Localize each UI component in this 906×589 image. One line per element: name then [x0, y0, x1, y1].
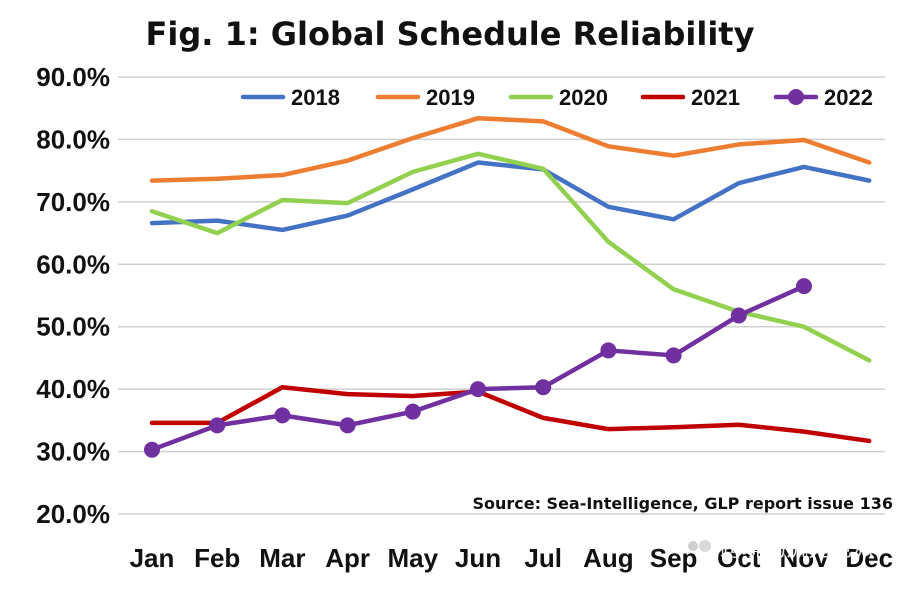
y-tick-label: 40.0% — [36, 374, 110, 404]
watermark: 跨境物流充电派 — [688, 537, 874, 562]
y-tick-label: 70.0% — [36, 187, 110, 217]
data-point-2022 — [730, 307, 747, 324]
data-point-2022 — [535, 379, 552, 396]
x-tick-label: Apr — [325, 543, 370, 573]
y-tick-label: 80.0% — [36, 124, 110, 154]
x-tick-label: Dec — [845, 543, 893, 573]
data-point-2022 — [600, 342, 617, 359]
y-tick-label: 90.0% — [36, 62, 110, 92]
data-point-2022 — [209, 417, 226, 434]
chart-title: Fig. 1: Global Schedule Reliability — [146, 15, 755, 53]
y-tick-label: 30.0% — [36, 437, 110, 467]
series-line-2018 — [149, 160, 872, 233]
series-lines — [144, 115, 872, 458]
series-line-2019 — [149, 115, 872, 183]
data-point-2022 — [144, 441, 160, 458]
data-point-2022 — [665, 347, 682, 364]
x-axis: Jan Feb Mar Apr May Jun Jul Aug Sep Oct Nov Dec — [130, 543, 893, 573]
x-tick-label: May — [388, 543, 439, 573]
data-point-2022 — [404, 403, 421, 420]
x-tick-label: Jul — [524, 543, 562, 573]
x-tick-label: Mar — [259, 543, 305, 573]
legend-label-2019: 2019 — [426, 85, 475, 110]
x-tick-label: Oct — [717, 543, 761, 573]
x-tick-label: Feb — [194, 543, 240, 573]
legend: 2018 2019 2020 2021 2022 — [240, 85, 873, 110]
x-tick-label: Nov — [779, 543, 829, 573]
x-tick-label: Jun — [455, 543, 501, 573]
series-line-2020 — [149, 151, 872, 363]
series-line-2021 — [149, 385, 872, 444]
y-tick-label: 60.0% — [36, 249, 110, 279]
legend-marker-2022 — [788, 89, 804, 105]
legend-label-2018: 2018 — [291, 85, 340, 110]
data-point-2022 — [796, 278, 812, 295]
watermark-text: 跨境物流充电派 — [720, 537, 874, 562]
data-point-2022 — [339, 417, 356, 434]
x-tick-label: Aug — [583, 543, 634, 573]
y-tick-label: 50.0% — [36, 312, 110, 342]
legend-label-2021: 2021 — [691, 85, 740, 110]
y-axis: 20.0% 30.0% 40.0% 50.0% 60.0% 70.0% 80.0% 90.0% — [36, 62, 110, 529]
y-tick-label: 20.0% — [36, 499, 110, 529]
data-point-2022 — [274, 407, 291, 424]
legend-label-2022: 2022 — [824, 85, 873, 110]
x-tick-label: Jan — [130, 543, 175, 573]
source-note: Source: Sea-Intelligence, GLP report iss… — [472, 494, 893, 513]
data-point-2022 — [470, 381, 486, 398]
legend-label-2020: 2020 — [559, 85, 608, 110]
